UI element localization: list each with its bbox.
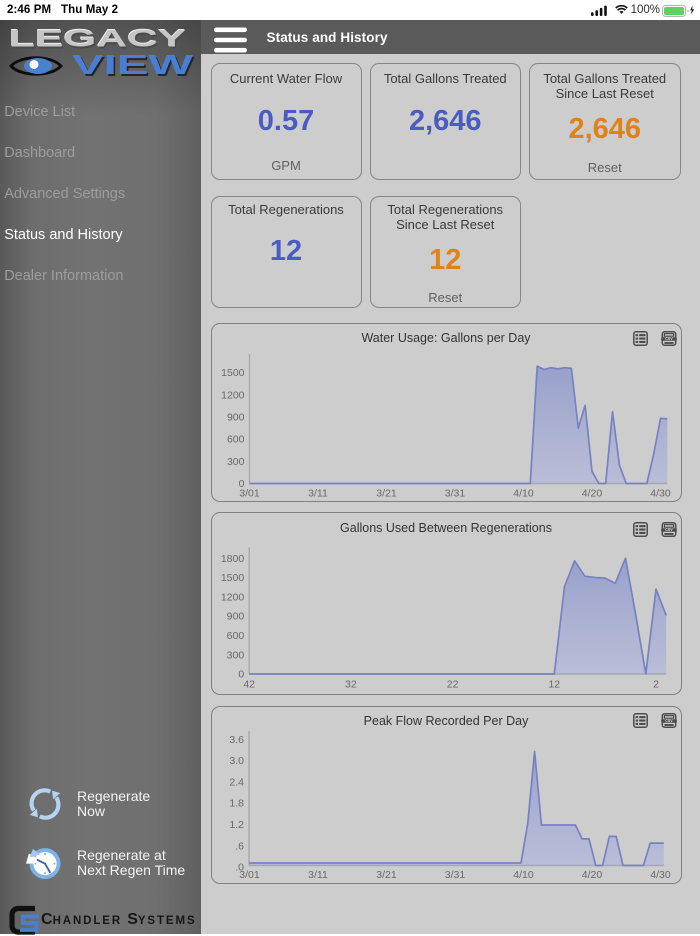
- svg-text:CSV: CSV: [665, 337, 673, 341]
- svg-text:LEGACY: LEGACY: [8, 25, 185, 52]
- svg-text:VIEW: VIEW: [72, 49, 194, 80]
- svg-text:900: 900: [226, 610, 244, 622]
- svg-text:3/11: 3/11: [308, 487, 328, 499]
- svg-text:2.4: 2.4: [229, 776, 244, 788]
- svg-text:1200: 1200: [221, 389, 245, 401]
- svg-text:LEGACY: LEGACY: [10, 27, 187, 54]
- svg-text:4/10: 4/10: [513, 868, 534, 880]
- svg-text:CSV: CSV: [665, 719, 673, 723]
- svg-text:3.0: 3.0: [229, 755, 244, 767]
- svg-text:3.6: 3.6: [229, 733, 244, 745]
- svg-text:600: 600: [226, 630, 244, 642]
- svg-text:12: 12: [548, 678, 560, 690]
- svg-text:600: 600: [226, 433, 244, 445]
- svg-text:4/30: 4/30: [650, 868, 671, 880]
- svg-text:3/11: 3/11: [308, 868, 328, 880]
- svg-text:0: 0: [238, 478, 244, 490]
- svg-text:3/01: 3/01: [239, 868, 260, 880]
- svg-text:4/20: 4/20: [581, 487, 602, 499]
- svg-text:1.8: 1.8: [229, 797, 244, 809]
- svg-text:1500: 1500: [220, 572, 244, 584]
- svg-text:1800: 1800: [220, 552, 244, 564]
- svg-text:4/30: 4/30: [650, 487, 671, 499]
- svg-text:1.2: 1.2: [229, 819, 244, 831]
- svg-text:300: 300: [226, 649, 244, 661]
- svg-text:.6: .6: [235, 840, 244, 852]
- svg-text:1200: 1200: [220, 591, 244, 603]
- svg-text:CSV: CSV: [665, 528, 673, 532]
- svg-text:2: 2: [653, 678, 659, 690]
- svg-text:VIEW: VIEW: [74, 51, 196, 82]
- svg-text:3/31: 3/31: [444, 487, 465, 499]
- svg-text:0: 0: [238, 668, 244, 680]
- svg-text:LEGACY: LEGACY: [9, 26, 186, 53]
- svg-text:3/21: 3/21: [376, 487, 397, 499]
- svg-text:3/01: 3/01: [239, 487, 260, 499]
- svg-text:300: 300: [226, 455, 244, 467]
- svg-text:1500: 1500: [221, 367, 245, 379]
- svg-text:42: 42: [243, 678, 255, 690]
- svg-text:900: 900: [226, 411, 244, 423]
- svg-text:4/10: 4/10: [513, 487, 534, 499]
- svg-text:3/31: 3/31: [444, 868, 465, 880]
- svg-text:22: 22: [446, 678, 458, 690]
- svg-text:.0: .0: [235, 861, 244, 873]
- svg-text:4/20: 4/20: [581, 868, 602, 880]
- svg-text:32: 32: [345, 678, 357, 690]
- svg-text:3/21: 3/21: [376, 868, 397, 880]
